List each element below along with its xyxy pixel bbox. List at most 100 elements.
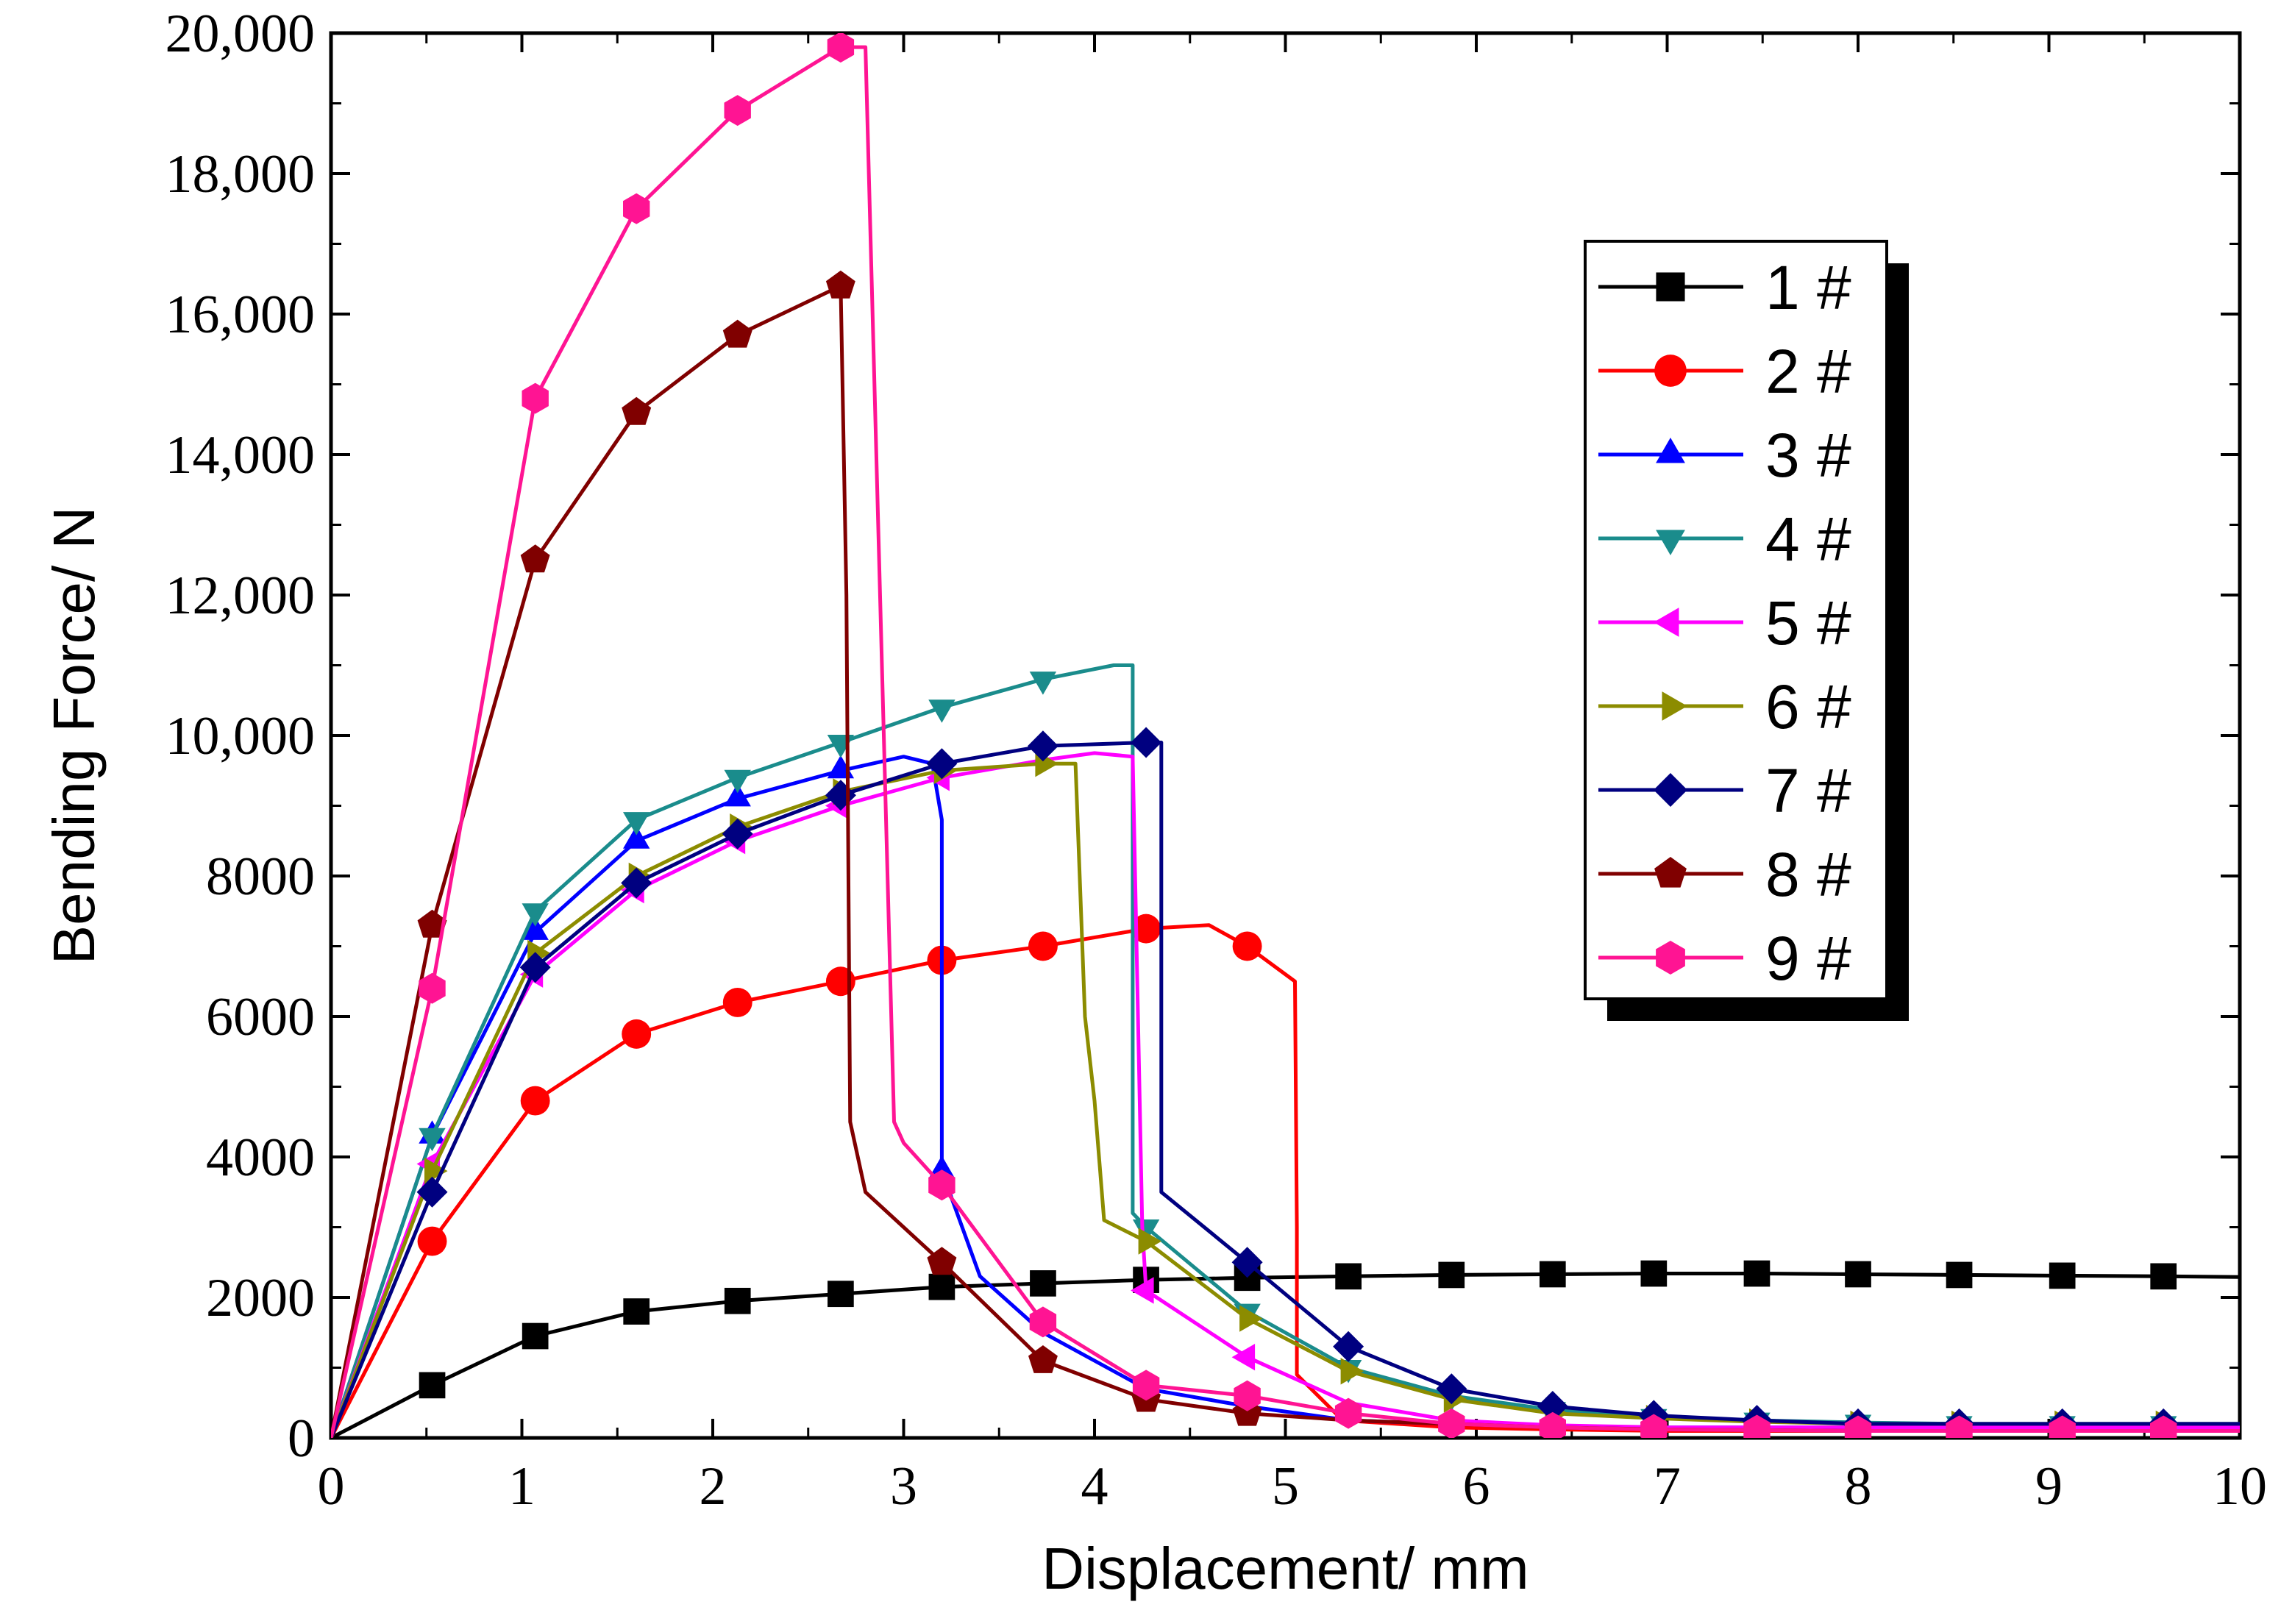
series-9-point: [1946, 1415, 1973, 1438]
legend-marker: [1654, 355, 1687, 387]
series-8-point: [1028, 1345, 1058, 1373]
series-2-point: [1232, 931, 1262, 961]
series-9-point: [2150, 1415, 2177, 1438]
series-8-point: [417, 909, 447, 938]
series-7-point: [416, 1176, 448, 1208]
series-7-point: [621, 867, 652, 899]
series-2-point: [722, 987, 752, 1017]
series-9-point: [1234, 1380, 1261, 1411]
legend-label: 6 #: [1765, 672, 1851, 741]
x-tick-label: 0: [318, 1456, 345, 1517]
series-1-point: [1845, 1261, 1871, 1288]
series-4: [331, 663, 2240, 1438]
series-9-point: [928, 1169, 956, 1201]
series-2-point: [417, 1226, 447, 1256]
series-9-line: [331, 45, 2240, 1438]
series-1-point: [2150, 1263, 2177, 1290]
legend-marker: [1656, 530, 1685, 555]
y-tick-label: 14,000: [166, 425, 316, 485]
series-8-point: [927, 1247, 957, 1275]
x-tick-label: 8: [1845, 1456, 1872, 1517]
series-3-point: [623, 825, 650, 849]
legend-label: 2 #: [1765, 337, 1851, 406]
series-6-point: [1138, 1228, 1162, 1255]
series-6-line: [331, 761, 2240, 1438]
legend-marker: [1656, 941, 1685, 975]
legend-item-5: 5 #: [1598, 588, 1851, 658]
series-1-point: [1335, 1263, 1362, 1290]
series-9-point: [419, 972, 446, 1004]
series-3-point: [522, 916, 549, 940]
legend-label: 1 #: [1765, 253, 1851, 322]
x-tick-label: 9: [2035, 1456, 2063, 1517]
y-tick-label: 8000: [206, 847, 315, 907]
x-tick-label: 5: [1272, 1456, 1299, 1517]
legend-item-1: 1 #: [1598, 253, 1851, 322]
y-tick-label: 20,000: [166, 4, 316, 64]
series-1-point: [828, 1281, 854, 1308]
series-1-point: [1946, 1261, 1973, 1289]
series-1-point: [1640, 1260, 1668, 1287]
y-tick-label: 10,000: [166, 706, 316, 766]
series-9-point: [1743, 1414, 1771, 1438]
series-7-point: [519, 952, 551, 983]
x-tick-label: 7: [1654, 1456, 1681, 1517]
series-7-point: [926, 748, 958, 780]
legend-marker: [1656, 272, 1685, 302]
series-6-point: [1340, 1358, 1364, 1385]
series-1-point: [1438, 1261, 1465, 1289]
series-1-point: [419, 1372, 446, 1399]
series-9-point: [1640, 1414, 1668, 1438]
series-9: [331, 33, 2240, 1438]
series-7-point: [1027, 730, 1058, 762]
legend-item-9: 9 #: [1598, 924, 1851, 993]
legend-marker: [1654, 857, 1687, 888]
series-4-point: [522, 903, 549, 927]
x-tick-label: 1: [508, 1456, 535, 1517]
series-7-point: [722, 818, 753, 850]
y-tick-label: 16,000: [166, 285, 316, 345]
series-3-point: [724, 783, 751, 807]
series-9-point: [2049, 1415, 2076, 1438]
series-8-point: [622, 396, 652, 425]
series-9-point: [522, 382, 549, 414]
legend-label: 5 #: [1765, 588, 1851, 658]
plot-area: [331, 33, 2240, 1438]
series-3: [331, 755, 2240, 1438]
series-1-point: [522, 1322, 549, 1350]
legend-marker: [1654, 608, 1679, 637]
series-3-point: [928, 1155, 956, 1179]
series-2-point: [1131, 914, 1161, 944]
legend-item-3: 3 #: [1598, 421, 1851, 490]
x-tick-label: 6: [1463, 1456, 1490, 1517]
x-tick-label: 10: [2213, 1456, 2267, 1517]
legend-label: 8 #: [1765, 840, 1851, 909]
series-1-point: [1743, 1260, 1771, 1287]
series-3-line: [331, 755, 2240, 1438]
legend-item-2: 2 #: [1598, 337, 1851, 406]
legend-item-8: 8 #: [1598, 840, 1851, 909]
series-1-point: [2049, 1262, 2076, 1289]
series-4-point: [724, 769, 751, 794]
series-9-point: [1132, 1370, 1160, 1401]
y-axis-title: Bending Force/ N: [41, 507, 107, 965]
series-1-point: [724, 1287, 751, 1314]
series-1-point: [623, 1298, 650, 1325]
series-7-point: [1436, 1373, 1467, 1405]
series-7-point: [1537, 1391, 1568, 1422]
series-7-line: [331, 741, 2240, 1438]
y-tick-label: 0: [288, 1408, 315, 1469]
series-4-point: [1132, 1219, 1160, 1243]
legend-marker: [1654, 773, 1687, 807]
x-tick-label: 4: [1081, 1456, 1109, 1517]
series-2: [331, 914, 2240, 1438]
y-tick-label: 2000: [206, 1268, 315, 1328]
legend-label: 9 #: [1765, 924, 1851, 993]
series-9-point: [1844, 1415, 1872, 1438]
series-4-point: [419, 1128, 446, 1152]
series-9-point: [623, 193, 650, 224]
legend-marker: [1656, 438, 1685, 463]
series-1-point: [1539, 1261, 1566, 1288]
